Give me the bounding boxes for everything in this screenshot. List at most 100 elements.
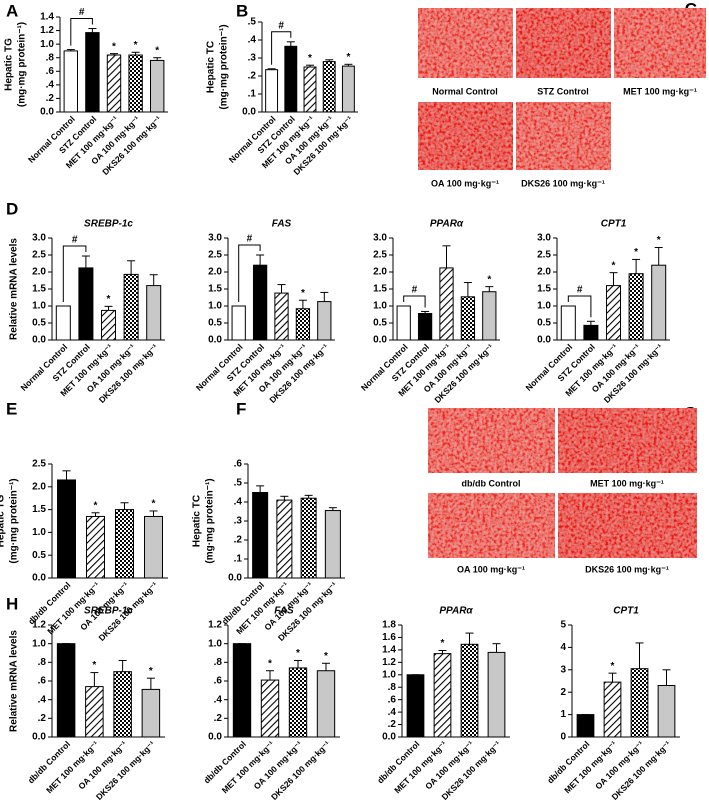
bracket (238, 244, 261, 302)
significance-mark: * (657, 235, 661, 246)
y-tick-label: 1.0 (208, 301, 222, 312)
significance-mark: * (92, 660, 96, 671)
y-tick-label: 2.0 (373, 267, 387, 278)
significance-mark: * (612, 260, 616, 271)
chart-title: CPT1 (601, 219, 627, 230)
y-tick-label: 0.0 (32, 335, 46, 346)
bar (560, 305, 576, 341)
y-tick-label: 1.5 (373, 284, 387, 295)
bracket-label: # (79, 7, 85, 18)
y-tick-label: 0.0 (32, 573, 46, 584)
bar (583, 324, 599, 341)
significance-mark: * (611, 661, 615, 672)
bar (100, 309, 117, 341)
bar (433, 653, 452, 738)
x-tick-label: MET 100 mg·kg⁻¹ (44, 739, 100, 795)
y-tick-label: .4 (38, 694, 47, 705)
y-tick-label: 5 (560, 620, 566, 631)
y-tick-label: 1.8 (382, 620, 396, 631)
image-caption: MET 100 mg·kg⁻¹ (590, 478, 664, 488)
y-tick-label: 1.6 (382, 632, 396, 643)
bar (322, 61, 336, 113)
x-tick-label: OA 100 mg·kg⁻¹ (76, 739, 129, 792)
y-tick-label: 0.5 (208, 318, 222, 329)
y-tick-label: .6 (46, 66, 55, 77)
y-tick-label: 1.0 (32, 527, 46, 538)
significance-mark: * (346, 52, 350, 63)
y-axis-label: (mg·mg protein⁻¹) (219, 24, 230, 109)
bar (85, 686, 104, 738)
y-tick-label: 3.0 (373, 233, 387, 244)
significance-mark: * (155, 45, 159, 56)
bar (341, 65, 355, 113)
y-tick-label: 1 (560, 709, 566, 720)
y-tick-label: 0.0 (382, 732, 396, 743)
y-tick-label: .4 (214, 694, 223, 705)
bar (86, 515, 105, 579)
y-tick-label: .1 (234, 554, 243, 565)
bar (406, 674, 425, 738)
bar (284, 45, 298, 113)
significance-mark: * (324, 651, 328, 662)
image-caption: Normal Control (432, 86, 498, 96)
y-tick-label: 3.0 (32, 233, 46, 244)
y-tick-label: 1.2 (382, 657, 396, 668)
y-tick-label: 2 (560, 687, 566, 698)
bar (276, 499, 293, 579)
y-tick-label: .8 (38, 657, 47, 668)
y-tick-label: 2.0 (32, 267, 46, 278)
y-tick-label: 3 (560, 664, 566, 675)
chart-title: SREBP-1c (84, 219, 133, 230)
y-tick-label: 1.0 (40, 39, 54, 50)
bracket-label: # (412, 285, 418, 296)
y-tick-label: 1.0 (32, 638, 46, 649)
y-tick-label: 0.0 (40, 107, 54, 118)
micrograph-texture (558, 493, 697, 558)
bar (56, 643, 76, 738)
bar (252, 264, 268, 341)
y-axis-label: (mg·mg protein⁻¹) (205, 478, 216, 563)
y-tick-label: 2.0 (208, 267, 222, 278)
chart-title: FAS (272, 219, 292, 230)
y-axis-label: Hepatic TC (206, 41, 217, 93)
chart-title: SREBP-1c (84, 606, 133, 617)
bar (630, 668, 649, 738)
micrograph-texture (516, 102, 611, 170)
y-tick-label: 0.0 (228, 573, 242, 584)
y-tick-label: 2.0 (537, 267, 551, 278)
y-tick-label: .6 (214, 676, 223, 687)
significance-mark: * (296, 648, 300, 659)
micrograph-texture (558, 408, 697, 473)
y-tick-label: 2.5 (32, 459, 46, 470)
bracket-label: # (278, 20, 284, 31)
y-tick-label: .1 (248, 89, 257, 100)
y-axis-label: Relative mRNA levels (9, 238, 20, 340)
y-tick-label: 1.0 (32, 301, 46, 312)
bracket (70, 18, 93, 46)
chart-title: PPARα (430, 219, 464, 230)
y-tick-label: 1.0 (382, 669, 396, 680)
bar (317, 301, 332, 341)
panel-letter: E (6, 399, 17, 418)
y-tick-label: 2.5 (373, 250, 387, 261)
y-axis-label: (mg·mg protein⁻¹) (9, 478, 20, 563)
y-axis-label: (mg·mg protein⁻¹) (17, 22, 28, 107)
bar (460, 643, 479, 738)
y-tick-label: 0.5 (537, 318, 551, 329)
bar (113, 671, 132, 738)
bracket (567, 295, 592, 318)
y-tick-label: 2.5 (32, 250, 46, 261)
y-tick-label: 1.4 (382, 645, 396, 656)
x-tick-label: OA 100 mg·kg⁻¹ (593, 739, 646, 792)
bar (603, 681, 622, 738)
y-tick-label: .4 (234, 497, 243, 508)
y-axis-label: Relative mRNA levels (9, 630, 20, 732)
y-tick-label: .2 (46, 93, 55, 104)
y-tick-label: 1.4 (40, 12, 54, 23)
significance-mark: * (308, 53, 312, 64)
panel-letter: F (236, 399, 246, 418)
y-tick-label: 2.5 (537, 250, 551, 261)
significance-mark: * (301, 288, 305, 299)
micrograph-texture (428, 408, 555, 473)
